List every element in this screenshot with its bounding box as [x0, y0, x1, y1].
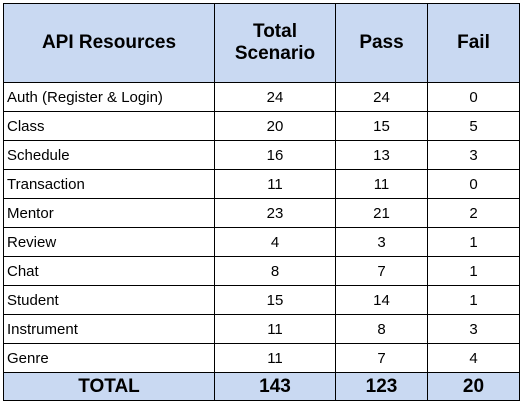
pass-value: 3 [335, 227, 428, 257]
total-scenario-value: 20 [214, 111, 336, 141]
table-row: Review 4 3 1 [3, 227, 520, 257]
resource-name: Schedule [3, 140, 215, 170]
table-row: Student 15 14 1 [3, 285, 520, 315]
table-row: Auth (Register & Login) 24 24 0 [3, 82, 520, 112]
total-scenario-value: 15 [214, 285, 336, 315]
resource-name: Auth (Register & Login) [3, 82, 215, 112]
total-scenario-value: 16 [214, 140, 336, 170]
table-row: Instrument 11 8 3 [3, 314, 520, 344]
api-test-results-table: API Resources Total Scenario Pass Fail A… [3, 3, 520, 401]
total-pass-sum: 123 [335, 372, 428, 401]
header-api-resources: API Resources [3, 3, 215, 83]
fail-value: 3 [427, 140, 520, 170]
pass-value: 14 [335, 285, 428, 315]
table-row: Chat 8 7 1 [3, 256, 520, 286]
results-table-wrapper: API Resources Total Scenario Pass Fail A… [3, 3, 520, 401]
total-label: TOTAL [3, 372, 215, 401]
fail-value: 1 [427, 227, 520, 257]
fail-value: 3 [427, 314, 520, 344]
resource-name: Instrument [3, 314, 215, 344]
header-fail: Fail [427, 3, 520, 83]
pass-value: 7 [335, 343, 428, 373]
resource-name: Review [3, 227, 215, 257]
resource-name: Chat [3, 256, 215, 286]
total-scenario-sum: 143 [214, 372, 336, 401]
pass-value: 11 [335, 169, 428, 199]
fail-value: 2 [427, 198, 520, 228]
pass-value: 13 [335, 140, 428, 170]
header-row: API Resources Total Scenario Pass Fail [3, 3, 520, 83]
pass-value: 8 [335, 314, 428, 344]
total-scenario-value: 8 [214, 256, 336, 286]
pass-value: 7 [335, 256, 428, 286]
total-fail-sum: 20 [427, 372, 520, 401]
fail-value: 1 [427, 256, 520, 286]
total-scenario-value: 11 [214, 169, 336, 199]
fail-value: 0 [427, 82, 520, 112]
resource-name: Mentor [3, 198, 215, 228]
table-row: Class 20 15 5 [3, 111, 520, 141]
fail-value: 4 [427, 343, 520, 373]
fail-value: 5 [427, 111, 520, 141]
resource-name: Class [3, 111, 215, 141]
fail-value: 1 [427, 285, 520, 315]
table-row: Mentor 23 21 2 [3, 198, 520, 228]
table-row: Genre 11 7 4 [3, 343, 520, 373]
header-total-scenario: Total Scenario [214, 3, 336, 83]
pass-value: 15 [335, 111, 428, 141]
table-header: API Resources Total Scenario Pass Fail [3, 3, 520, 83]
table-footer: TOTAL 143 123 20 [3, 372, 520, 401]
table-row: Transaction 11 11 0 [3, 169, 520, 199]
total-scenario-value: 11 [214, 314, 336, 344]
resource-name: Genre [3, 343, 215, 373]
total-scenario-value: 24 [214, 82, 336, 112]
pass-value: 21 [335, 198, 428, 228]
resource-name: Student [3, 285, 215, 315]
header-pass: Pass [335, 3, 428, 83]
fail-value: 0 [427, 169, 520, 199]
total-scenario-value: 23 [214, 198, 336, 228]
total-row: TOTAL 143 123 20 [3, 372, 520, 401]
pass-value: 24 [335, 82, 428, 112]
total-scenario-value: 4 [214, 227, 336, 257]
resource-name: Transaction [3, 169, 215, 199]
table-body: Auth (Register & Login) 24 24 0 Class 20… [3, 82, 520, 373]
total-scenario-value: 11 [214, 343, 336, 373]
table-row: Schedule 16 13 3 [3, 140, 520, 170]
